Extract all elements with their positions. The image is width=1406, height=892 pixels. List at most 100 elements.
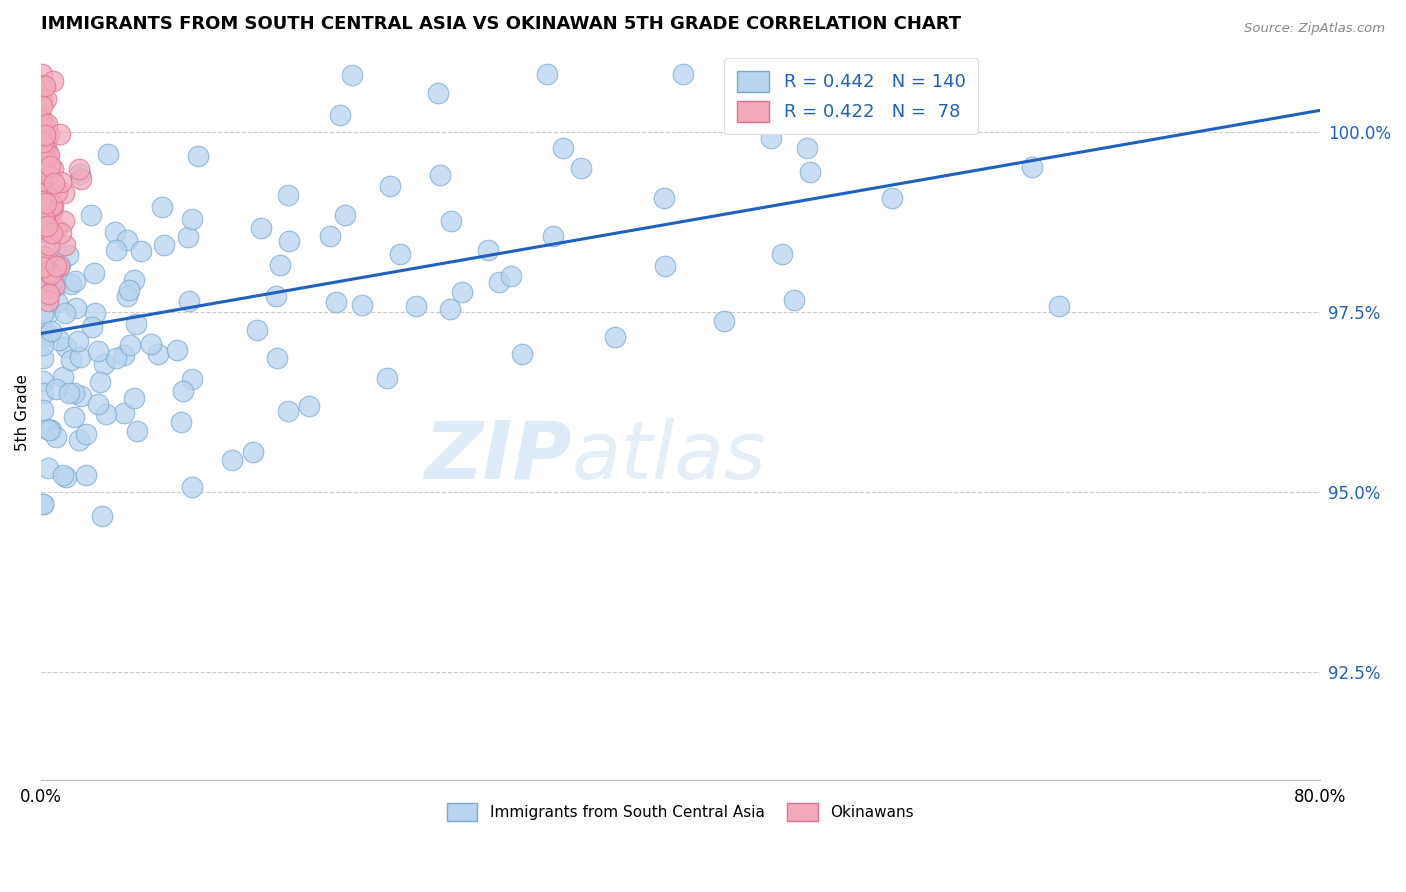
Text: atlas: atlas	[572, 417, 766, 496]
Point	[181, 211, 204, 226]
Point	[129, 244, 152, 259]
Point	[510, 347, 533, 361]
Point	[378, 178, 401, 193]
Point	[39, 191, 62, 205]
Point	[30, 194, 52, 209]
Point	[35, 195, 58, 210]
Point	[39, 169, 62, 184]
Point	[30, 110, 52, 124]
Point	[55, 470, 77, 484]
Point	[32, 217, 55, 231]
Point	[34, 128, 56, 142]
Point	[69, 167, 91, 181]
Point	[63, 410, 86, 425]
Point	[1021, 161, 1043, 175]
Point	[38, 423, 60, 437]
Point	[31, 375, 53, 389]
Point	[70, 389, 93, 403]
Point	[31, 257, 53, 271]
Point	[87, 343, 110, 358]
Point	[342, 68, 364, 82]
Point	[41, 204, 63, 219]
Point	[49, 127, 72, 141]
Point	[605, 329, 627, 343]
Point	[44, 261, 66, 276]
Point	[41, 226, 63, 240]
Point	[67, 433, 90, 447]
Point	[32, 262, 55, 277]
Point	[166, 343, 188, 357]
Point	[32, 255, 55, 269]
Point	[32, 154, 55, 169]
Point	[31, 497, 53, 511]
Point	[31, 403, 53, 417]
Point	[325, 294, 347, 309]
Point	[31, 323, 53, 337]
Point	[70, 171, 93, 186]
Point	[266, 351, 288, 365]
Point	[783, 293, 806, 308]
Point	[177, 293, 200, 308]
Point	[672, 67, 695, 81]
Point	[32, 145, 55, 159]
Point	[146, 347, 169, 361]
Point	[31, 99, 53, 113]
Point	[139, 337, 162, 351]
Point	[32, 78, 55, 92]
Text: IMMIGRANTS FROM SOUTH CENTRAL ASIA VS OKINAWAN 5TH GRADE CORRELATION CHART: IMMIGRANTS FROM SOUTH CENTRAL ASIA VS OK…	[41, 15, 962, 33]
Point	[93, 357, 115, 371]
Point	[31, 249, 53, 263]
Point	[34, 193, 56, 207]
Point	[34, 137, 56, 152]
Point	[35, 120, 58, 135]
Point	[796, 141, 818, 155]
Point	[34, 135, 56, 149]
Point	[97, 147, 120, 161]
Point	[38, 147, 60, 161]
Point	[32, 224, 55, 238]
Point	[488, 275, 510, 289]
Point	[117, 233, 139, 247]
Point	[37, 306, 59, 320]
Point	[451, 285, 474, 299]
Point	[551, 141, 574, 155]
Point	[39, 423, 62, 437]
Point	[799, 165, 821, 179]
Point	[150, 200, 173, 214]
Point	[38, 172, 60, 186]
Point	[569, 161, 592, 175]
Point	[31, 338, 53, 352]
Point	[41, 277, 63, 292]
Point	[31, 91, 53, 105]
Point	[35, 329, 58, 343]
Point	[45, 260, 67, 274]
Point	[429, 169, 451, 183]
Point	[90, 508, 112, 523]
Point	[277, 234, 299, 248]
Point	[31, 225, 53, 239]
Point	[31, 67, 53, 81]
Point	[31, 211, 53, 225]
Point	[125, 317, 148, 331]
Point	[75, 426, 97, 441]
Point	[32, 351, 55, 365]
Point	[104, 244, 127, 258]
Point	[34, 92, 56, 106]
Point	[319, 228, 342, 243]
Point	[112, 348, 135, 362]
Point	[38, 127, 60, 141]
Point	[31, 114, 53, 128]
Point	[773, 67, 796, 81]
Point	[59, 353, 82, 368]
Point	[541, 228, 564, 243]
Point	[34, 78, 56, 93]
Point	[882, 191, 904, 205]
Y-axis label: 5th Grade: 5th Grade	[15, 374, 30, 451]
Legend: Immigrants from South Central Asia, Okinawans: Immigrants from South Central Asia, Okin…	[441, 797, 920, 827]
Point	[770, 247, 793, 261]
Point	[45, 430, 67, 444]
Point	[277, 404, 299, 418]
Point	[63, 274, 86, 288]
Point	[187, 149, 209, 163]
Point	[32, 183, 55, 197]
